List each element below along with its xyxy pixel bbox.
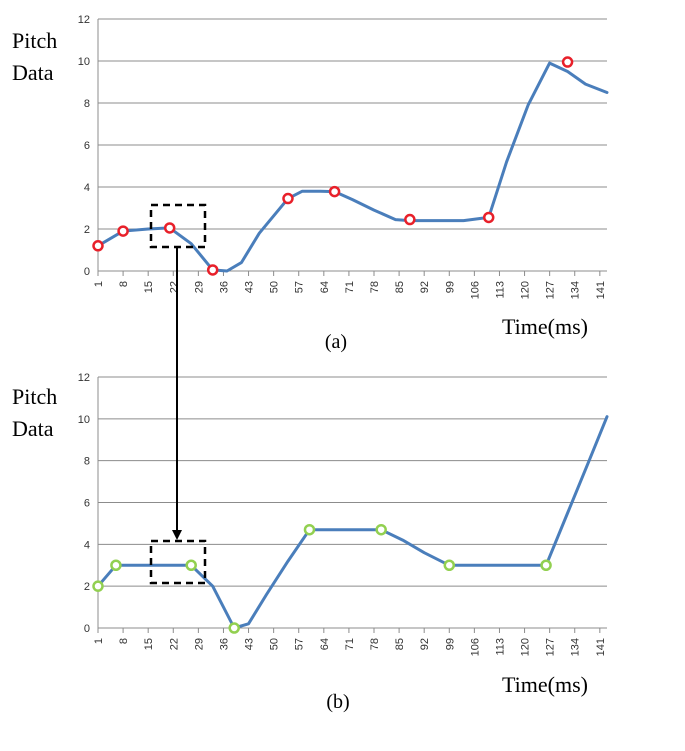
chart-b-x-tick-label: 127 bbox=[545, 638, 557, 656]
chart-b-xlabel: Time(ms) bbox=[502, 672, 588, 697]
chart-b: 0 2 4 6 8 10 12 1 8 15 22 29 36 43 50 57 64 71 78 85 92 99 10… bbox=[12, 372, 609, 713]
chart-a-x-ticks: 1 8 15 22 29 36 43 50 57 64 71 78 85 92 99 106 113 120 127… bbox=[93, 271, 607, 299]
chart-a-y-ticks: 0 2 4 6 8 10 12 bbox=[78, 14, 90, 278]
chart-b-series-line bbox=[96, 415, 609, 630]
chart-b-y-tick-label: 6 bbox=[84, 498, 90, 510]
chart-b-y-tick-label: 2 bbox=[84, 581, 90, 593]
chart-a-x-tick-label: 8 bbox=[118, 281, 130, 287]
chart-b-y-tick-label: 10 bbox=[78, 414, 90, 426]
chart-b-caption: (b) bbox=[326, 691, 349, 713]
chart-a: 0 2 4 6 8 10 12 1 8 15 22 29 36 43 50 57 64 71 78 85 92 99 10… bbox=[12, 14, 609, 353]
chart-b-x-tick-label: 15 bbox=[143, 638, 155, 650]
chart-a-marker bbox=[92, 240, 104, 252]
chart-b-x-tick-label: 1 bbox=[93, 638, 105, 644]
chart-b-x-tick-label: 50 bbox=[269, 638, 281, 650]
chart-b-x-tick-label: 120 bbox=[520, 638, 532, 656]
chart-a-series bbox=[96, 61, 609, 273]
chart-b-x-tick-label: 71 bbox=[344, 638, 356, 650]
chart-a-marker bbox=[328, 185, 341, 198]
chart-a-y-tick-label: 4 bbox=[84, 182, 90, 194]
chart-a-x-tick-label: 127 bbox=[545, 281, 557, 299]
chart-b-x-tick-label: 22 bbox=[168, 638, 180, 650]
chart-b-x-ticks: 1 8 15 22 29 36 43 50 57 64 71 78 85 92 99 106 113 120 127… bbox=[93, 628, 607, 656]
chart-b-x-tick-label: 141 bbox=[595, 638, 607, 656]
chart-b-series bbox=[96, 415, 609, 630]
chart-b-marker bbox=[540, 559, 552, 571]
chart-a-caption: (a) bbox=[325, 331, 347, 353]
chart-a-y-tick-label: 10 bbox=[78, 56, 90, 68]
chart-a-x-tick-label: 22 bbox=[168, 281, 180, 293]
chart-a-marker bbox=[561, 56, 574, 68]
chart-b-x-tick-label: 92 bbox=[419, 638, 431, 650]
chart-b-marker bbox=[110, 559, 122, 571]
chart-b-x-tick-label: 99 bbox=[444, 638, 456, 650]
chart-b-grid bbox=[97, 376, 607, 629]
chart-b-x-tick-label: 57 bbox=[294, 638, 306, 650]
chart-a-y-tick-label: 8 bbox=[84, 98, 90, 110]
chart-a-y-tick-label: 0 bbox=[84, 266, 90, 278]
chart-a-xlabel: Time(ms) bbox=[502, 314, 588, 339]
chart-b-y-tick-label: 4 bbox=[84, 539, 90, 551]
chart-a-y-tick-label: 12 bbox=[78, 14, 90, 26]
highlight-box-b bbox=[149, 539, 207, 585]
chart-b-x-tick-label: 36 bbox=[218, 638, 230, 650]
chart-a-series-line bbox=[96, 61, 609, 273]
chart-a-y-tick-label: 2 bbox=[84, 224, 90, 236]
chart-a-grid bbox=[97, 18, 607, 272]
chart-b-x-tick-label: 64 bbox=[319, 638, 331, 650]
chart-a-marker bbox=[282, 192, 294, 205]
chart-a-x-tick-label: 57 bbox=[294, 281, 306, 293]
chart-a-x-tick-label: 71 bbox=[344, 281, 356, 293]
chart-a-x-tick-label: 106 bbox=[469, 281, 481, 299]
chart-a-marker bbox=[404, 213, 416, 226]
chart-a-ylabel-data: Data bbox=[12, 60, 54, 85]
chart-a-x-tick-label: 85 bbox=[394, 281, 406, 293]
chart-a-y-tick-label: 6 bbox=[84, 140, 90, 152]
chart-a-x-tick-label: 92 bbox=[419, 281, 431, 293]
chart-b-ylabel-pitch: Pitch bbox=[12, 384, 57, 409]
chart-b-x-tick-label: 85 bbox=[394, 638, 406, 650]
chart-b-y-tick-label: 0 bbox=[84, 623, 90, 635]
chart-b-y-tick-label: 12 bbox=[78, 372, 90, 384]
chart-a-x-tick-label: 50 bbox=[269, 281, 281, 293]
chart-a-x-tick-label: 78 bbox=[369, 281, 381, 293]
chart-a-x-tick-label: 64 bbox=[319, 281, 331, 293]
chart-b-y-tick-label: 8 bbox=[84, 456, 90, 468]
chart-b-marker bbox=[443, 559, 456, 571]
chart-a-x-tick-label: 1 bbox=[93, 281, 105, 287]
chart-a-x-tick-label: 120 bbox=[520, 281, 532, 299]
chart-b-markers bbox=[92, 523, 552, 634]
chart-a-x-tick-label: 141 bbox=[595, 281, 607, 299]
chart-a-marker bbox=[163, 222, 176, 234]
chart-b-x-tick-label: 8 bbox=[118, 638, 130, 644]
chart-b-y-ticks: 0 2 4 6 8 10 12 bbox=[78, 372, 90, 635]
chart-b-marker bbox=[185, 559, 197, 571]
chart-a-markers bbox=[92, 56, 574, 276]
chart-a-x-tick-label: 43 bbox=[244, 281, 256, 293]
chart-b-x-tick-label: 113 bbox=[494, 638, 506, 656]
highlight-box-a bbox=[149, 203, 207, 249]
chart-b-marker bbox=[375, 523, 387, 536]
chart-a-x-tick-label: 134 bbox=[570, 281, 582, 299]
chart-b-x-tick-label: 29 bbox=[193, 638, 205, 650]
chart-a-marker bbox=[117, 225, 129, 237]
chart-a-x-tick-label: 113 bbox=[494, 281, 506, 299]
chart-b-x-tick-label: 134 bbox=[570, 638, 582, 656]
chart-a-marker bbox=[482, 211, 495, 224]
chart-b-marker bbox=[92, 580, 104, 592]
chart-a-ylabel-pitch: Pitch bbox=[12, 28, 57, 53]
chart-b-x-tick-label: 106 bbox=[469, 638, 481, 656]
chart-a-x-tick-label: 15 bbox=[143, 281, 155, 293]
chart-b-ylabel-data: Data bbox=[12, 416, 54, 441]
chart-b-x-tick-label: 78 bbox=[369, 638, 381, 650]
chart-a-x-tick-label: 29 bbox=[193, 281, 205, 293]
chart-a-x-tick-label: 36 bbox=[218, 281, 230, 293]
chart-b-x-tick-label: 43 bbox=[244, 638, 256, 650]
chart-b-marker bbox=[228, 622, 240, 634]
chart-a-marker bbox=[206, 264, 219, 276]
chart-a-x-tick-label: 99 bbox=[444, 281, 456, 293]
chart-b-marker bbox=[303, 523, 316, 536]
